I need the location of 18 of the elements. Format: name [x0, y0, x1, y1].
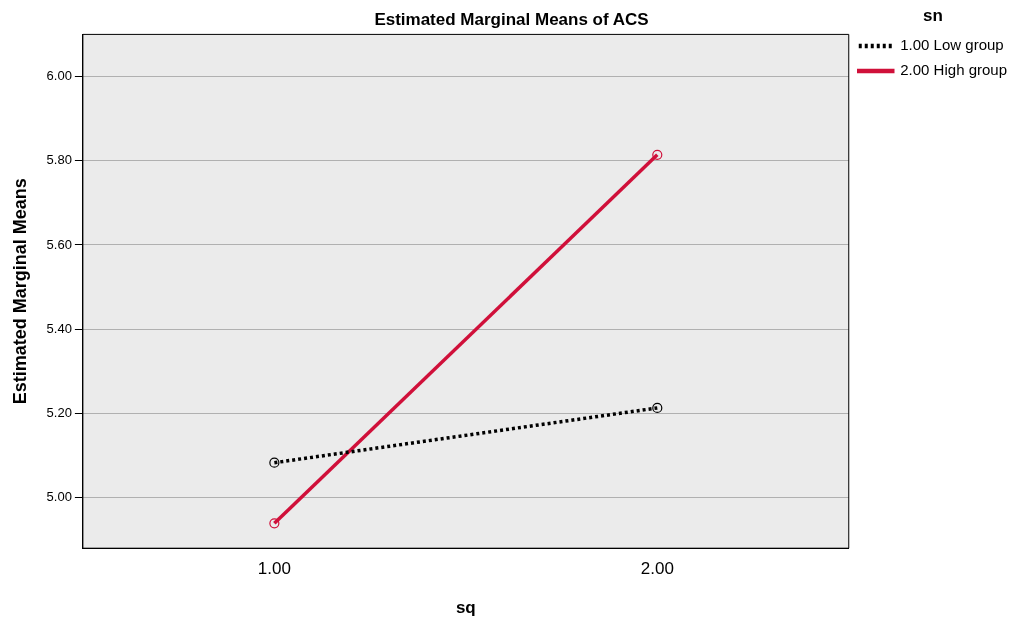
y-tick-label: 5.60 [46, 236, 72, 252]
chart-title: Estimated Marginal Means of ACS [374, 9, 649, 29]
y-tick-label: 5.80 [46, 152, 72, 168]
point [269, 457, 280, 468]
legend-label: 1.00 Low group [900, 36, 1004, 54]
y-tick-label: 5.40 [46, 320, 72, 336]
x-tick-label: 1.00 [257, 559, 291, 579]
y-tick-label: 5.20 [46, 405, 72, 421]
x-axis-title: sq [455, 598, 476, 618]
y-axis-title: Estimated Marginal Means [9, 178, 30, 405]
point [652, 402, 663, 414]
y-tick-label: 6.00 [46, 68, 72, 84]
point [269, 518, 280, 529]
legend-label: 2.00 High group [900, 61, 1008, 79]
y-tick-label: 5.00 [46, 489, 72, 505]
point [652, 149, 663, 160]
x-tick-label: 2.00 [640, 559, 674, 579]
legend-title: sn [922, 6, 943, 26]
